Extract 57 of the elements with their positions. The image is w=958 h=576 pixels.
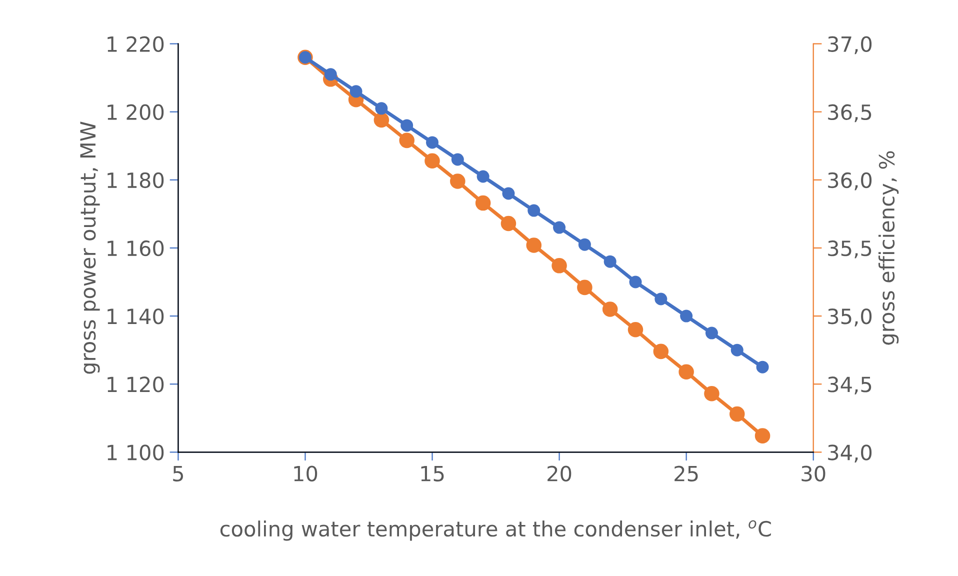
point <box>704 386 720 402</box>
y-tick-label: 1 100 <box>108 444 164 460</box>
point <box>552 258 567 274</box>
point <box>450 174 466 189</box>
point <box>577 280 592 296</box>
x-axis-title: cooling water temperature at the condenser inlet, $^{o}$C <box>220 520 771 541</box>
y-tick-label: 1 160 <box>108 240 164 256</box>
x-tick-label: 20 <box>548 466 572 482</box>
point <box>629 276 642 288</box>
point <box>476 170 490 183</box>
point <box>451 153 464 166</box>
point <box>424 153 440 168</box>
point <box>426 136 438 149</box>
y2-tick-label: 35,0 <box>828 308 872 326</box>
x-tick-label: 5 <box>173 466 183 482</box>
point <box>654 292 668 306</box>
y-tick-label: 1 140 <box>108 308 164 324</box>
y-tick-label: 1 200 <box>108 104 164 120</box>
point <box>602 302 618 317</box>
point <box>730 344 744 356</box>
point <box>578 238 591 251</box>
y-tick-label: 1 120 <box>108 376 164 392</box>
y-tick-label: 1 220 <box>108 36 164 52</box>
point <box>729 406 745 422</box>
point <box>350 85 362 98</box>
point <box>500 216 516 232</box>
point <box>528 204 540 217</box>
point <box>754 428 770 444</box>
point <box>399 132 414 148</box>
y-tick-label: 1 180 <box>108 172 164 188</box>
x-tick-label: 30 <box>802 466 826 482</box>
point <box>400 119 414 132</box>
y2-tick-label: 34,5 <box>828 376 872 394</box>
x-tick-label: 15 <box>421 466 444 482</box>
point <box>502 187 515 200</box>
y2-axis-title: gross efficiency, % <box>878 151 899 345</box>
y-axis-title: gross power output, MW <box>80 122 100 374</box>
point <box>374 112 390 128</box>
y2-tick-label: 36,5 <box>828 104 872 122</box>
point <box>653 344 669 360</box>
point <box>604 255 616 268</box>
point <box>756 360 769 374</box>
x-tick-label: 10 <box>294 466 318 482</box>
y2-tick-label: 36,0 <box>828 172 872 190</box>
point <box>324 68 337 81</box>
y2-tick-label: 37,0 <box>828 36 872 54</box>
y2-tick-label: 35,5 <box>828 240 872 258</box>
y2-tick-label: 34,0 <box>828 444 872 462</box>
point <box>553 221 566 234</box>
point <box>475 195 491 211</box>
point <box>628 322 644 338</box>
point <box>680 310 693 322</box>
point <box>526 238 542 253</box>
x-tick-label: 25 <box>674 466 698 482</box>
point <box>678 364 694 380</box>
point <box>705 326 718 340</box>
point <box>375 102 388 115</box>
